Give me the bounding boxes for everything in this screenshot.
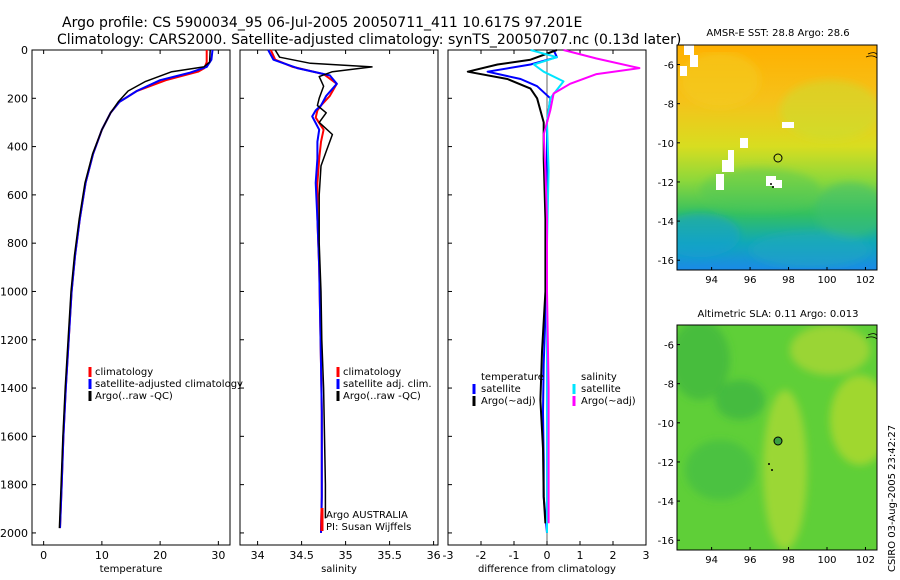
map-x-tick-label: 98 — [782, 275, 795, 286]
y-tick-label: 1800 — [0, 479, 28, 492]
map-y-tick-label: -10 — [658, 419, 674, 430]
x-tick-label: 34.5 — [289, 549, 314, 562]
legend-label: climatology — [343, 367, 401, 378]
x-tick-label: -2 — [476, 549, 487, 562]
x-tick-label: 35 — [339, 549, 353, 562]
x-axis-label: salinity — [321, 564, 357, 575]
map-x-tick-label: 94 — [705, 555, 718, 566]
map-x-tick-label: 102 — [856, 275, 875, 286]
map-y-tick-label: -8 — [664, 100, 674, 111]
legend-label: Argo(~adj) — [481, 396, 536, 407]
map-x-tick-label: 94 — [705, 275, 718, 286]
sla-map-title: Altimetric SLA: 0.11 Argo: 0.013 — [698, 309, 859, 320]
legend-label: Argo(..raw -QC) — [95, 391, 173, 402]
side-timestamp-label: CSIRO 03-Aug-2005 23:42:27 — [887, 425, 898, 572]
series-line-Argo — [58, 49, 211, 529]
series-line-satellite — [59, 49, 214, 529]
series-line-Argo — [274, 49, 373, 519]
x-axis-label: temperature — [100, 564, 163, 575]
series-line-temp-Argo — [466, 49, 558, 524]
sst-field-texture — [677, 52, 877, 268]
sst-map: AMSR-E SST: 28.8 Argo: 28.6 — [658, 28, 878, 286]
map-y-tick-label: -12 — [658, 178, 674, 189]
map-y-tick-label: -6 — [664, 61, 674, 72]
x-tick-label: 20 — [153, 549, 167, 562]
sst-argo-marker — [773, 153, 783, 163]
map-y-tick-label: -12 — [658, 458, 674, 469]
sst-trajectory-icon — [770, 183, 774, 188]
map-x-tick-label: 100 — [817, 555, 836, 566]
y-tick-label: 1400 — [0, 382, 28, 395]
x-tick-label: 1 — [577, 549, 584, 562]
legend-label: satellite-adjusted climatology — [95, 379, 243, 390]
series-line-satellite — [267, 49, 338, 533]
credit-text: PI: Susan Wijffels — [326, 522, 411, 533]
x-tick-label: 2 — [610, 549, 617, 562]
map-x-tick-label: 96 — [744, 555, 757, 566]
series-line-climatology — [59, 50, 208, 529]
map-y-tick-label: -14 — [658, 217, 674, 228]
map-y-tick-label: -16 — [658, 536, 674, 547]
legend-label: Argo(..raw -QC) — [343, 391, 421, 402]
y-tick-label: 1000 — [0, 285, 28, 298]
x-tick-label: 35.5 — [377, 549, 402, 562]
x-tick-label: 30 — [211, 549, 225, 562]
map-y-tick-label: -16 — [658, 256, 674, 267]
temperature-profile-plot: 0 10 20 30 0 200 400 600 800 1000 1200 1400 1600 1800… — [0, 44, 243, 575]
series-line-sal-Argo — [542, 49, 641, 524]
y-tick-label: 2000 — [0, 527, 28, 540]
sst-map-frame — [676, 44, 878, 271]
map-y-tick-label: -14 — [658, 497, 674, 508]
map-y-tick-label: -10 — [658, 139, 674, 150]
sla-map-frame — [676, 324, 878, 551]
sla-map: Altimetric SLA: 0.11 Argo: 0.013 94 96 98 1… — [658, 309, 878, 566]
y-tick-label: 1200 — [0, 334, 28, 347]
sla-trajectory-icon — [768, 463, 773, 471]
header-title-line2: Climatology: CARS2000. Satellite-adjuste… — [57, 32, 681, 48]
legend-label: satellite — [481, 384, 521, 395]
series-line-climatology — [269, 49, 338, 533]
map-x-tick-label: 98 — [782, 555, 795, 566]
series-line-sal-satellite — [530, 49, 565, 533]
sla-coastline-icon — [865, 333, 878, 340]
y-tick-label: 0 — [21, 44, 28, 57]
sst-map-title: AMSR-E SST: 28.8 Argo: 28.6 — [706, 28, 849, 39]
y-tick-label: 1600 — [0, 430, 28, 443]
x-tick-label: -1 — [509, 549, 520, 562]
map-x-tick-label: 96 — [744, 275, 757, 286]
difference-profile-plot: -3 -2 -1 0 1 2 3 difference from climatology tem… — [443, 49, 650, 575]
map-x-tick-label: 102 — [856, 555, 875, 566]
legend-label: climatology — [95, 367, 153, 378]
y-tick-label: 400 — [7, 141, 28, 154]
sst-coastline-icon — [865, 52, 878, 59]
plot-frame — [239, 49, 439, 546]
x-tick-label: 36 — [427, 549, 441, 562]
x-axis-label: difference from climatology — [478, 564, 616, 575]
credit-text: Argo AUSTRALIA — [326, 510, 408, 521]
sst-missing-data — [680, 45, 794, 190]
x-tick-label: 34 — [251, 549, 265, 562]
legend-label: salinity — [581, 372, 617, 383]
header-title-line1: Argo profile: CS 5900034_95 06-Jul-2005 … — [62, 15, 582, 31]
x-tick-label: -3 — [443, 549, 454, 562]
plot-frame — [31, 49, 231, 546]
x-tick-label: 0 — [544, 549, 551, 562]
sla-argo-marker — [773, 436, 783, 446]
legend-label: temperature — [481, 372, 544, 383]
x-tick-label: 3 — [643, 549, 650, 562]
y-tick-label: 800 — [7, 237, 28, 250]
map-y-tick-label: -6 — [664, 341, 674, 352]
x-tick-label: 10 — [95, 549, 109, 562]
y-tick-label: 200 — [7, 92, 28, 105]
map-x-tick-label: 100 — [817, 275, 836, 286]
sla-field-texture — [677, 325, 877, 550]
y-tick-label: 600 — [7, 189, 28, 202]
map-y-tick-label: -8 — [664, 380, 674, 391]
legend-label: satellite adj. clim. — [343, 379, 432, 390]
legend-label: Argo(~adj) — [581, 396, 636, 407]
legend-label: satellite — [581, 384, 621, 395]
x-tick-label: 0 — [40, 549, 47, 562]
salinity-profile-plot: 34 34.5 35 35.5 36 salinity climatologysatelli… — [239, 49, 441, 575]
